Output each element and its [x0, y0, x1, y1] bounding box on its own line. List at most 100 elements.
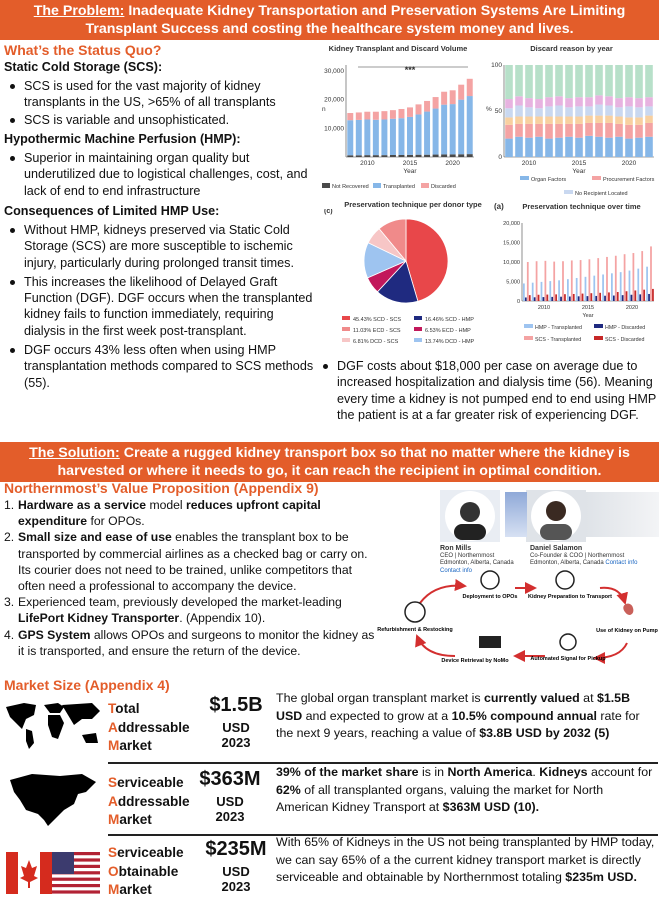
market-title: Market Size (Appendix 4) — [4, 677, 170, 693]
market-year: 2023 — [221, 735, 251, 750]
bar — [381, 119, 388, 156]
chart-title: Preservation technique per donor type — [344, 200, 482, 209]
bar — [398, 154, 405, 157]
bar — [645, 122, 653, 137]
market-value: $235M USD 2023 — [198, 838, 274, 894]
bar — [347, 120, 354, 156]
canada-flag-icon — [6, 852, 52, 894]
bar — [628, 270, 631, 301]
bar — [588, 259, 591, 301]
text-run: North America — [447, 765, 533, 779]
bar — [449, 90, 456, 105]
contact-info-link[interactable]: Contact info — [440, 567, 473, 574]
legend-swatch — [342, 316, 350, 320]
bar — [565, 98, 573, 108]
north-america-map-icon — [10, 774, 96, 826]
legend-label: Transplanted — [383, 184, 415, 190]
bar — [441, 154, 448, 157]
list-item: DGF occurs 43% less often when using HMP… — [4, 342, 316, 391]
bar — [389, 118, 396, 155]
cycle-step-label: Kidney Preparation to Transport — [528, 594, 612, 600]
text-run: account for — [587, 765, 653, 779]
text-run: LifePort Kidney Transporter — [18, 611, 180, 626]
bar — [635, 124, 643, 138]
text-run: Hardware as a service — [18, 498, 147, 512]
acronym-word: Market — [108, 881, 184, 900]
bar — [579, 260, 582, 301]
bar — [575, 277, 578, 301]
bar — [625, 106, 633, 118]
bar — [535, 123, 543, 137]
bar — [634, 290, 637, 301]
legend-swatch — [524, 336, 533, 340]
bar — [585, 122, 593, 136]
bar — [608, 292, 610, 301]
problem-lead: The Problem: — [33, 3, 125, 19]
bar — [525, 137, 533, 157]
bar — [599, 292, 602, 301]
legend-label: 11.03% ECD - SCS — [353, 328, 401, 334]
bar — [381, 111, 388, 120]
world-map-icon — [6, 703, 100, 749]
market-description: 39% of the market share is in North Amer… — [276, 764, 658, 817]
acronym-word: Addressable — [108, 793, 190, 812]
bar — [645, 136, 653, 157]
y-tick-label: 15,000 — [503, 241, 520, 247]
acronym-rest: btainable — [118, 863, 179, 879]
bar — [650, 246, 652, 301]
acronym-letter: M — [108, 882, 120, 897]
bar — [515, 96, 523, 106]
bar — [355, 119, 362, 156]
bar — [635, 65, 643, 99]
bar — [564, 294, 566, 301]
text-run: $235m USD. — [565, 870, 637, 884]
list-item: Superior in maintaining organ quality bu… — [4, 150, 309, 199]
legend-label: HMP - Transplanted — [535, 325, 582, 331]
bar — [585, 97, 593, 107]
bar — [605, 122, 613, 138]
bar — [575, 106, 583, 117]
bar — [458, 84, 465, 100]
y-tick-label: 0 — [517, 299, 520, 305]
contact-info-link[interactable]: Contact info — [605, 560, 638, 566]
solution-text: Create a rugged kidney transport box so … — [57, 445, 630, 479]
market-amount: $1.5B — [209, 694, 263, 716]
acronym-word: Addressable — [108, 719, 190, 738]
legend-swatch — [592, 176, 601, 180]
bar — [533, 297, 536, 301]
text-run: $363M USD (10). — [442, 800, 540, 814]
bar — [424, 100, 431, 112]
market-description: The global organ transplant market is cu… — [276, 690, 658, 743]
hmp-heading: Hypothermic Machine Perfusion (HMP): — [4, 132, 241, 146]
bar — [562, 261, 564, 301]
legend-swatch — [524, 324, 533, 328]
bar — [584, 276, 587, 301]
legend-label: SCS - Discarded — [605, 337, 644, 343]
bar — [546, 294, 549, 301]
acronym-word: Obtainable — [108, 863, 184, 882]
cycle-arrow — [415, 634, 456, 657]
text-run: With 65% of Kidneys in the US not being … — [276, 835, 655, 884]
legend-label: 6.81% DCD - SCS — [353, 339, 399, 345]
legend-label: Not Recovered — [332, 184, 369, 190]
cycle-step-label: Automated Signal for Pickup — [530, 656, 606, 662]
bar — [458, 99, 465, 155]
consequences-bullets: Without HMP, kidneys preserved via Stati… — [4, 222, 316, 392]
bar — [407, 116, 413, 155]
market-amount: $363M — [199, 768, 261, 790]
y-tick-label: 10,000 — [503, 260, 520, 266]
cycle-step-label: Device Retrieval by NoMo — [441, 658, 509, 664]
refurbish-icon — [404, 601, 426, 623]
divider — [108, 762, 658, 764]
text-run: enables the transplant box to be transpo… — [18, 530, 368, 594]
bar — [555, 105, 563, 117]
acronym-rest: ddressable — [117, 793, 190, 809]
y-tick-label: 20,000 — [324, 97, 344, 104]
acronym-letter: A — [108, 793, 118, 809]
chart-svg: 10,000 20,000 30,000 2010 2015 2020 n Year *** No… — [322, 65, 474, 190]
bar — [545, 123, 553, 139]
list-number: 3. — [4, 595, 15, 610]
text-run: $3.8B USD by 2032 (5) — [479, 726, 610, 740]
bar — [407, 107, 413, 117]
bar — [505, 138, 513, 157]
